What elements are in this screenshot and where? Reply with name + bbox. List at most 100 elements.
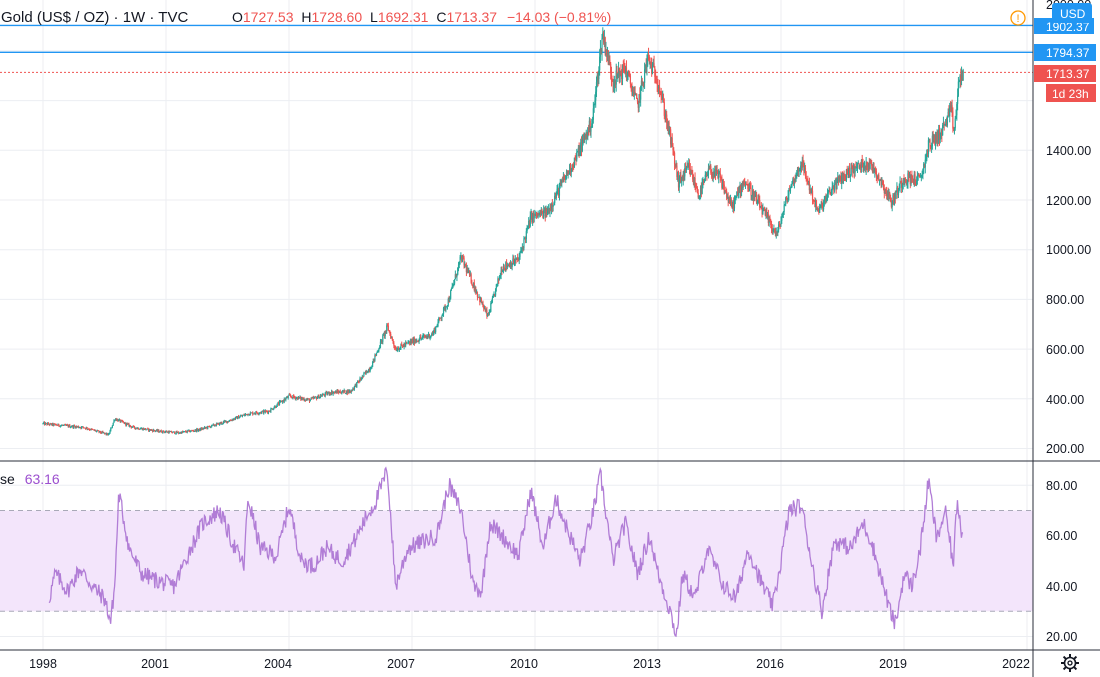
candle-body — [762, 208, 764, 215]
candle-body — [947, 112, 949, 116]
candle-body — [727, 197, 729, 202]
candle-body — [121, 420, 123, 422]
candle-body — [778, 224, 781, 226]
candle-body — [230, 420, 232, 422]
candle-body — [412, 339, 414, 343]
candle-body — [47, 423, 50, 425]
candle-body — [545, 208, 547, 217]
candle-body — [733, 199, 736, 209]
candle-body — [926, 149, 928, 159]
candle-body — [610, 73, 613, 80]
candle-body — [409, 340, 412, 343]
candle-body — [508, 263, 510, 266]
candle-body — [899, 181, 901, 189]
candle-body — [676, 165, 678, 178]
candle-body — [219, 422, 221, 425]
candle-body — [506, 262, 508, 267]
chart-legend[interactable]: Gold (US$ / OZ) · 1W · TVC — [1, 9, 188, 26]
candle-body — [539, 212, 541, 215]
candle-body — [313, 397, 315, 399]
candle-body — [274, 406, 276, 408]
candle-body — [826, 193, 829, 199]
candle-body — [419, 336, 421, 341]
candle-body — [200, 428, 202, 431]
candle-body — [211, 424, 213, 427]
candle-body — [368, 369, 371, 371]
candle-body — [847, 173, 849, 178]
candle-body — [507, 265, 509, 266]
candle-body — [340, 392, 342, 394]
time-axis[interactable]: 1998 2001 2004 2007 2010 2013 2016 2019 … — [29, 657, 1030, 671]
currency-label[interactable]: USD — [1052, 3, 1092, 23]
candle-body — [930, 146, 933, 148]
candle-body — [181, 431, 183, 434]
candle-body — [363, 373, 365, 377]
candle-body — [269, 411, 271, 413]
candle-body — [267, 410, 270, 413]
candle-body — [166, 431, 169, 433]
candle-body — [148, 428, 150, 431]
candle-body — [657, 84, 659, 89]
price-tick: 600.00 — [1046, 343, 1084, 357]
candle-body — [233, 418, 235, 421]
candle-body — [957, 81, 960, 96]
candle-body — [278, 401, 281, 405]
candle-body — [91, 428, 93, 430]
candle-body — [264, 410, 266, 413]
candle-body — [946, 115, 948, 126]
candle-body — [476, 292, 479, 297]
candle-body — [526, 227, 528, 232]
candle-body — [310, 397, 312, 400]
candle-body — [396, 350, 398, 351]
candle-body — [212, 424, 214, 426]
candle-body — [842, 172, 844, 184]
candle-body — [472, 284, 474, 286]
candle-body — [51, 423, 53, 426]
candle-body — [433, 329, 435, 332]
candle-body — [770, 224, 773, 229]
symbol-name: Gold (US$ / OZ) — [1, 9, 109, 26]
candle-body — [498, 278, 500, 281]
candle-body — [393, 342, 395, 346]
rsi-axis[interactable]: 80.00 60.00 40.00 20.00 — [1046, 479, 1077, 644]
candle-body — [401, 343, 403, 346]
candle-body — [344, 390, 346, 394]
candle-body — [680, 174, 682, 182]
candle-body — [60, 425, 62, 427]
candle-body — [539, 212, 542, 216]
candle-body — [217, 423, 219, 424]
candle-body — [628, 72, 630, 74]
candle-body — [547, 211, 549, 216]
candle-body — [189, 431, 192, 433]
candle-body — [159, 431, 161, 433]
gear-icon[interactable] — [1061, 654, 1079, 672]
candle-body — [636, 93, 638, 99]
candle-body — [442, 313, 444, 317]
candle-body — [251, 412, 253, 414]
alert-circle-icon[interactable]: ! — [1010, 10, 1026, 26]
candle-body — [281, 401, 283, 403]
candle-body — [698, 196, 700, 198]
candle-body — [754, 195, 756, 197]
candle-body — [168, 431, 170, 434]
candle-body — [819, 206, 821, 213]
candle-body — [255, 411, 257, 414]
candle-body — [241, 415, 243, 417]
candle-body — [724, 190, 726, 194]
candle-body — [67, 425, 69, 427]
candle-body — [893, 195, 895, 203]
candle-body — [446, 306, 448, 308]
candle-body — [856, 163, 859, 168]
candle-body — [456, 274, 458, 278]
candle-body — [298, 396, 300, 398]
rsi-legend[interactable]: se 63.16 — [0, 471, 60, 487]
candle-body — [483, 308, 486, 310]
candle-body — [863, 166, 866, 168]
candle-body — [703, 181, 705, 183]
horizontal-lines[interactable] — [0, 24, 1033, 73]
candle-body — [605, 49, 607, 54]
candle-body — [901, 184, 904, 188]
candle-body — [730, 199, 732, 205]
candle-body — [860, 160, 863, 168]
candle-body — [929, 139, 931, 147]
